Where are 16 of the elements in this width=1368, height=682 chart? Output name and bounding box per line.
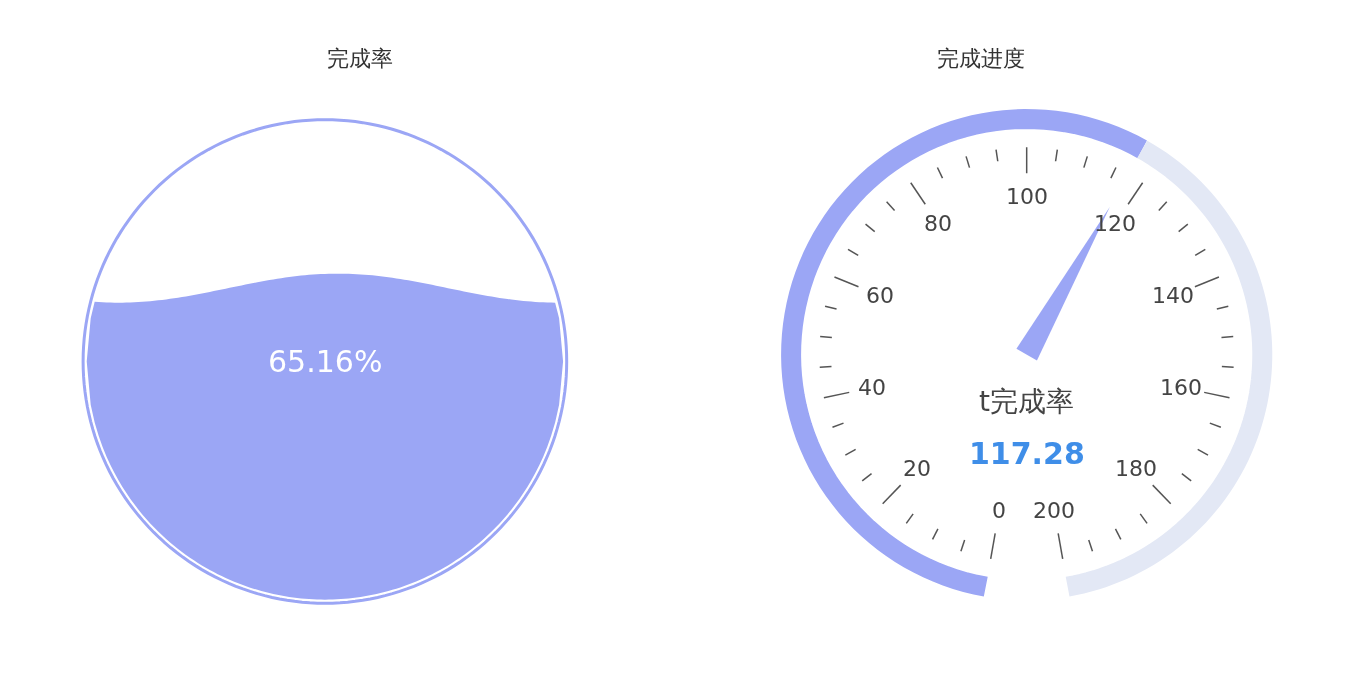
text: 140	[1152, 283, 1194, 308]
text: 60	[866, 283, 894, 308]
text: 200	[1033, 498, 1075, 523]
data-label: 65.16%	[268, 344, 383, 379]
text: 100	[1006, 184, 1048, 209]
text: 40	[858, 375, 886, 400]
text: 80	[924, 211, 952, 236]
text: 完成进度	[937, 46, 1025, 71]
text: 160	[1160, 375, 1202, 400]
text: 120	[1094, 211, 1136, 236]
text: t完成率	[979, 385, 1074, 418]
text: 180	[1115, 456, 1157, 481]
text: 20	[903, 456, 931, 481]
text: 完成率	[327, 46, 393, 71]
text: 0	[992, 498, 1006, 523]
data-label: 117.28	[969, 436, 1085, 471]
